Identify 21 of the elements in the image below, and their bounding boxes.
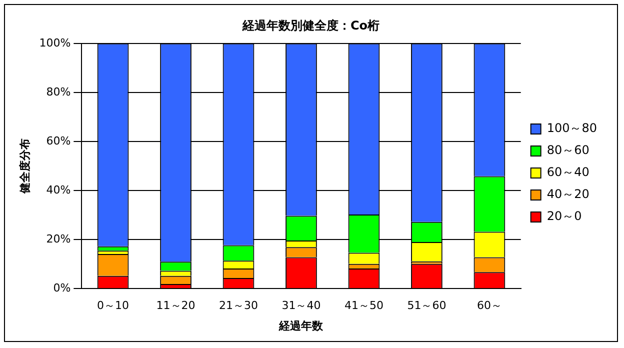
y-tick-label: 20%: [46, 232, 71, 246]
x-tick-label: 41～50: [344, 299, 384, 312]
legend-label: 40～20: [546, 187, 590, 202]
y-tick-label: 0%: [53, 281, 71, 294]
y-axis-title: 健全度分布: [18, 138, 32, 194]
x-tick-label: 51～60: [407, 299, 446, 312]
x-axis-title: 経過年数: [278, 319, 324, 332]
legend-label: 80～60: [546, 143, 590, 158]
y-tick-label: 80%: [46, 85, 71, 98]
x-tick-label: 0～10: [97, 299, 130, 312]
chart-title: 経過年数別健全度：Co桁: [241, 18, 380, 32]
x-tick-label: 60～: [476, 299, 502, 312]
y-tick-label: 40%: [46, 183, 71, 196]
y-tick-label: 60%: [46, 134, 71, 148]
legend-label: 60～40: [546, 165, 590, 180]
x-tick-label: 31～40: [282, 299, 321, 312]
y-tick-label: 100%: [39, 36, 71, 50]
legend-label: 100～80: [546, 121, 598, 136]
legend-label: 20～0: [546, 209, 582, 224]
x-tick-label: 11～20: [156, 299, 196, 312]
x-tick-label: 21～30: [218, 299, 258, 312]
